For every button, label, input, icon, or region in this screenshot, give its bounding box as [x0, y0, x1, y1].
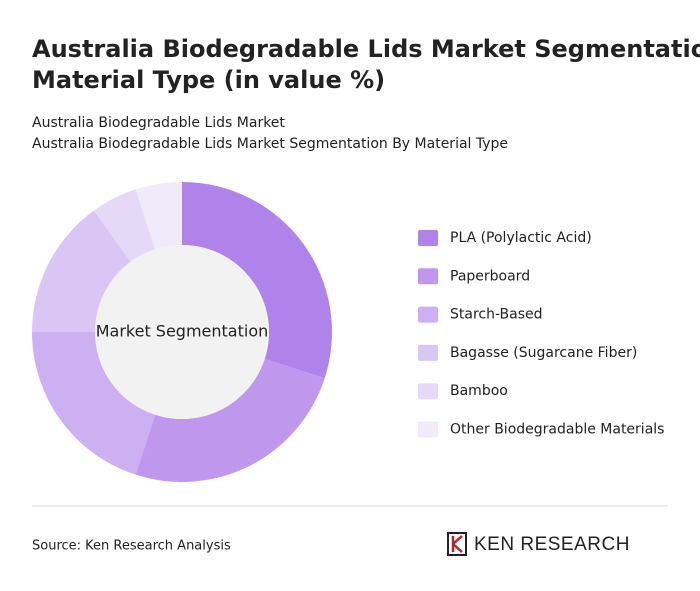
legend-label: Bamboo [450, 383, 508, 399]
logo-icon [451, 535, 463, 553]
legend-label: Bagasse (Sugarcane Fiber) [450, 345, 637, 361]
logo-text: KEN RESEARCH [474, 534, 630, 555]
logo: KEN RESEARCH [447, 532, 630, 556]
donut-slice [135, 358, 325, 482]
legend-label: Starch-Based [450, 307, 543, 323]
center-label: Market Segmentation [96, 322, 269, 341]
legend-swatch [418, 383, 438, 400]
logo-icon [447, 532, 467, 556]
legend-label: Other Biodegradable Materials [450, 422, 664, 438]
donut-slice [32, 332, 156, 475]
subtitle: Australia Biodegradable Lids Market [32, 115, 285, 131]
legend-swatch [418, 268, 438, 285]
legend-swatch [418, 421, 438, 438]
legend-swatch [418, 344, 438, 361]
legend-swatch [418, 230, 438, 246]
legend-label: PLA (Polylactic Acid) [450, 230, 592, 246]
donut-slice [135, 182, 182, 250]
source: Source: Ken Research Analysis [32, 539, 231, 554]
subtitle: Australia Biodegradable Lids Market Segm… [32, 136, 508, 152]
donut-slice [32, 210, 131, 332]
legend-label: Paperboard [450, 268, 530, 284]
chart-title: Australia Biodegradable Lids Market Segm… [32, 35, 700, 63]
legend-swatch [418, 306, 438, 323]
chart-title: Material Type (in value %) [32, 66, 385, 94]
donut-slice [93, 189, 156, 262]
donut-hole [95, 245, 269, 419]
donut-slice [182, 182, 332, 379]
